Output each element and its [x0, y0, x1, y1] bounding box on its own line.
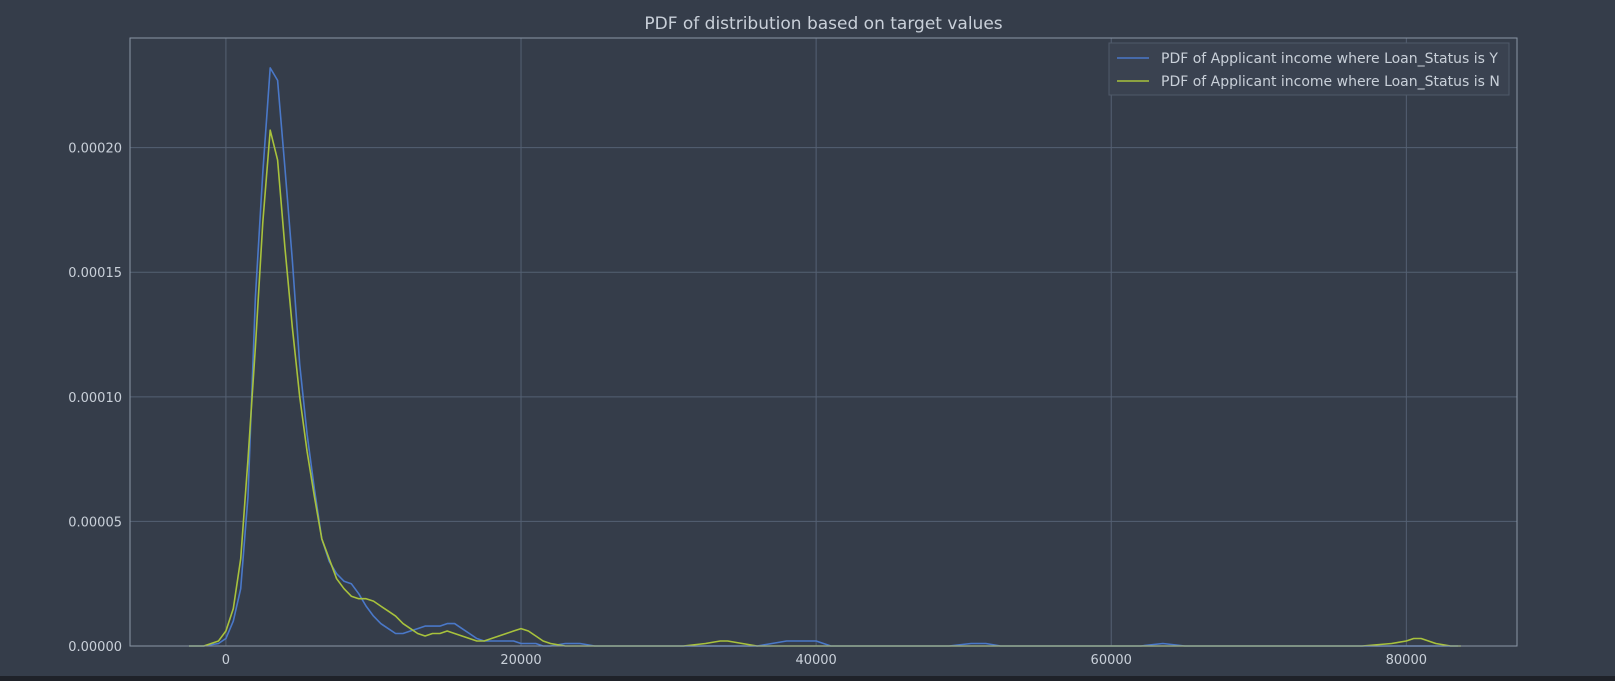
y-axis-ticks: 0.00000 0.00005 0.00010 0.00015 0.00020: [68, 142, 122, 655]
y-tick-label: 0.00020: [68, 142, 122, 157]
y-tick-label: 0.00015: [68, 266, 122, 281]
bottom-strip: [0, 676, 1615, 681]
x-tick-label: 40000: [795, 653, 836, 668]
gridlines: [130, 38, 1517, 647]
x-tick-label: 0: [222, 653, 230, 668]
legend-label: PDF of Applicant income where Loan_Statu…: [1161, 51, 1498, 67]
legend: PDF of Applicant income where Loan_Statu…: [1108, 42, 1510, 96]
plot-frame: [129, 37, 1518, 647]
chart-title: PDF of distribution based on target valu…: [644, 14, 1002, 34]
legend-label: PDF of Applicant income where Loan_Statu…: [1161, 74, 1500, 90]
legend-box: [1108, 42, 1510, 96]
x-tick-label: 20000: [500, 653, 541, 668]
series-line-status-n: [189, 129, 1461, 647]
x-tick-label: 60000: [1091, 653, 1132, 668]
x-tick-label: 80000: [1386, 653, 1427, 668]
x-axis-ticks: 0 20000 40000 60000 80000: [222, 653, 1427, 668]
y-tick-label: 0.00005: [68, 515, 122, 530]
series-lines: [189, 67, 1461, 647]
series-line-status-y: [189, 67, 1458, 647]
y-tick-label: 0.00000: [68, 640, 122, 655]
y-tick-label: 0.00010: [68, 391, 122, 406]
